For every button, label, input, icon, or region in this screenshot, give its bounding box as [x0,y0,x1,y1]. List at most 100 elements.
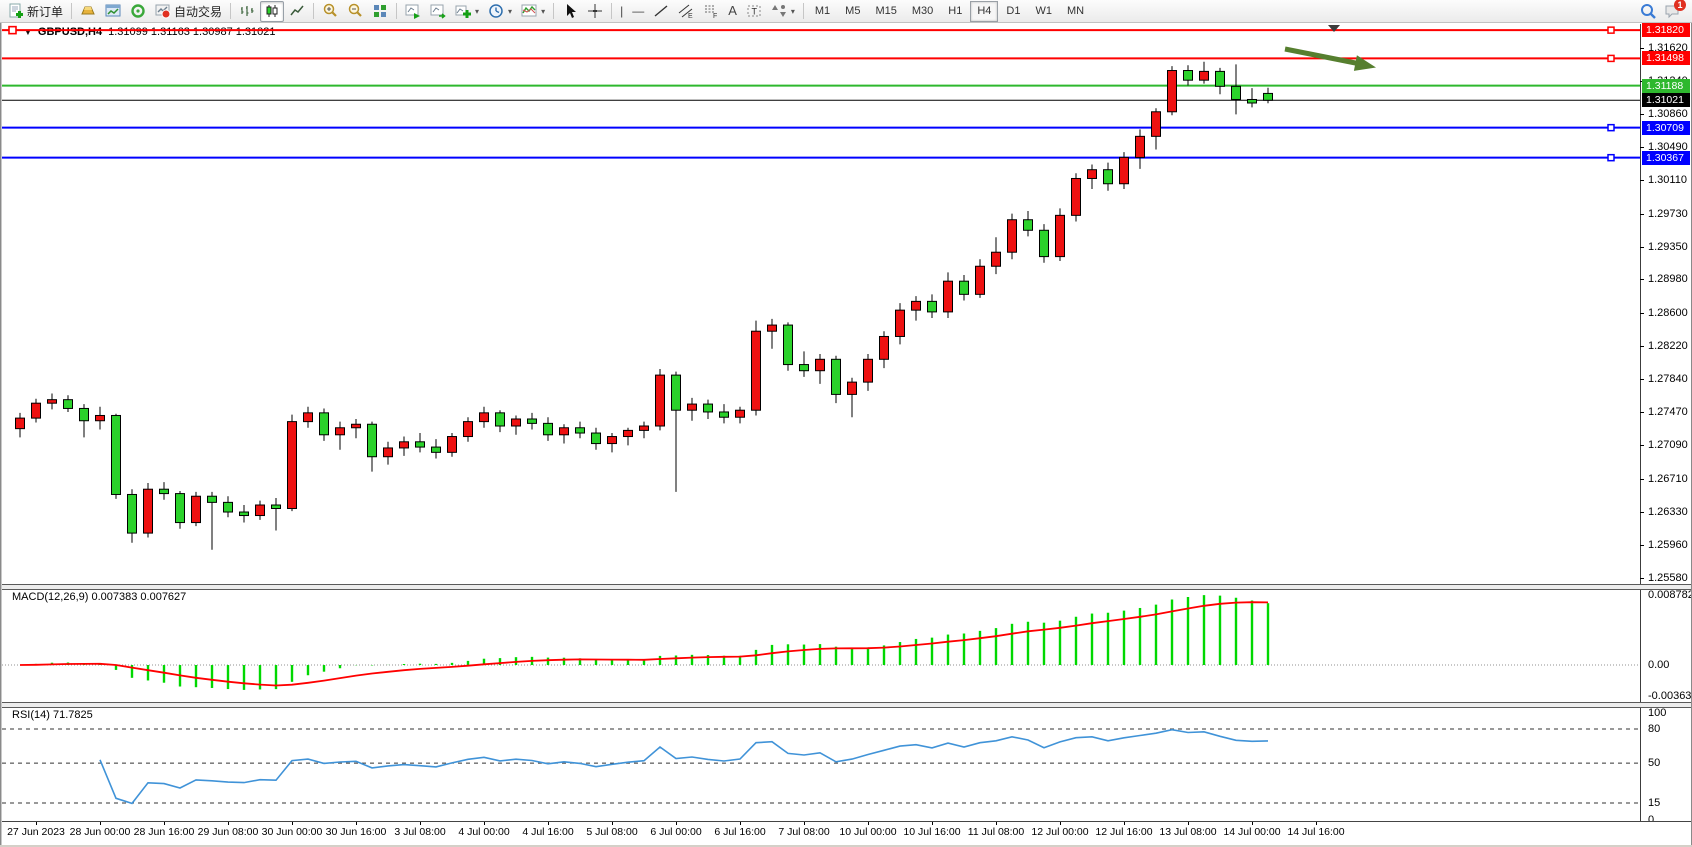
line-anchor-icon[interactable] [8,25,17,35]
candle-body [799,364,809,372]
candle-body [479,412,489,423]
text-label-button[interactable]: T [742,1,766,22]
toolbar-separator [611,3,613,19]
tf-button-d1[interactable]: D1 [1006,4,1021,17]
rsi-line [99,728,1269,805]
price-chart-panel[interactable] [2,24,1640,584]
panel-separator[interactable] [0,702,1692,708]
candle-body [159,488,169,495]
gold-button[interactable] [76,1,100,22]
text-label-icon: T [746,3,762,19]
candle-body [543,422,553,436]
date-tick-mark [1316,822,1317,825]
date-label: 12 Jul 00:00 [1031,826,1089,838]
price-tick-mark [1640,577,1644,579]
date-label: 7 Jul 08:00 [778,826,830,838]
zoom-in-button[interactable] [318,1,342,22]
periods-button[interactable]: ▾ [484,1,516,22]
date-label: 14 Jul 16:00 [1287,826,1345,838]
tf-button-h1[interactable]: H1 [948,4,963,17]
tf-button-m1[interactable]: M1 [814,4,831,17]
tf-button-m5[interactable]: M5 [845,4,861,17]
window-left-edge [0,22,2,847]
candle-body [175,493,185,524]
indicators-button[interactable]: ▾ [451,1,483,22]
chart-shift-marker[interactable] [1328,25,1340,32]
time-axis[interactable]: 27 Jun 2023 28 Jun 00:00 28 Jun 16:00 29 Ju… [0,821,1692,846]
tf-button-h4[interactable]: H4 [970,0,999,22]
community-button[interactable] [126,1,150,22]
macd-axis-label: -0.003637 [1648,690,1692,703]
trendline-button[interactable] [649,1,673,22]
vertical-line-button[interactable]: | [616,1,627,22]
bar-chart-button[interactable] [235,1,259,22]
date-tick-mark [164,822,165,825]
symbol-dropdown-icon[interactable]: ▼ [24,27,32,37]
price-tick-label: 1.31620 [1648,41,1688,54]
price-tick-label: 1.29730 [1648,207,1688,220]
candle-body [255,504,265,517]
templates-button[interactable]: ▾ [517,1,549,22]
auto-trading-button[interactable]: 自动交易 [151,1,226,22]
new-order-button[interactable]: 新订单 [4,1,67,22]
community-icon [130,3,146,19]
zoom-out-button[interactable] [343,1,367,22]
horizontal-line-button[interactable]: — [628,1,648,22]
rsi-axis-label: 50 [1648,757,1661,770]
candlestick-button[interactable] [260,0,285,22]
fibonacci-icon: F [703,3,719,19]
fibonacci-button[interactable]: F [699,1,723,22]
line-handle-icon[interactable] [1607,26,1615,34]
date-label: 4 Jul 00:00 [458,826,510,838]
dropdown-arrow-icon: ▾ [790,6,795,16]
price-tick-label: 1.26710 [1648,472,1688,485]
arrows-button[interactable]: ▾ [767,1,799,22]
price-tick-label: 1.28600 [1648,306,1688,319]
candle-body [511,418,521,427]
cursor-button[interactable] [558,1,582,22]
line-handle-icon[interactable] [1607,123,1615,132]
line-handle-icon[interactable] [1607,54,1615,63]
candle-body [31,402,41,419]
rsi-panel[interactable] [2,706,1640,821]
candle-body [639,425,649,431]
channel-button[interactable]: E [674,1,698,22]
panel-separator[interactable] [0,584,1692,590]
candle-body [1135,135,1145,158]
price-tick-mark [1640,47,1644,49]
tile-windows-button[interactable] [368,1,392,22]
price-level-badge: 1.30367 [1642,150,1690,165]
price-tick-mark [1640,279,1644,281]
candle-body [735,409,745,418]
price-level-badge: 1.31498 [1642,51,1690,66]
toolbar-separator [802,3,804,19]
line-chart-button[interactable] [285,1,309,22]
candle-body [767,324,777,332]
date-tick-mark [100,822,101,825]
chart-shift-button[interactable] [426,1,450,22]
rsi-axis-label: 15 [1648,796,1661,809]
tf-button-w1[interactable]: W1 [1035,4,1052,17]
tf-button-m15[interactable]: M15 [875,4,897,17]
date-tick-mark [612,822,613,825]
auto-scroll-button[interactable] [401,1,425,22]
candle-body [399,441,409,449]
notifications-button[interactable]: 1 [1664,0,1686,19]
tf-button-m30[interactable]: M30 [911,4,934,17]
new-chart-button[interactable] [101,1,125,22]
text-button[interactable]: A [724,1,741,22]
tf-button-mn[interactable]: MN [1066,4,1085,17]
annotation-arrow[interactable] [1284,46,1359,66]
line-handle-icon[interactable] [1607,153,1615,162]
new-chart-icon [105,3,121,19]
annotation-arrowhead[interactable] [1353,55,1376,71]
candle-body [223,501,233,513]
candle-body [495,412,505,427]
rsi-axis-label: 100 [1648,707,1667,719]
date-tick-mark [740,822,741,825]
candle-body [863,358,873,383]
candle-body [1119,156,1129,185]
crosshair-button[interactable] [583,1,607,22]
search-icon[interactable] [1640,3,1656,19]
macd-panel[interactable] [2,588,1640,702]
